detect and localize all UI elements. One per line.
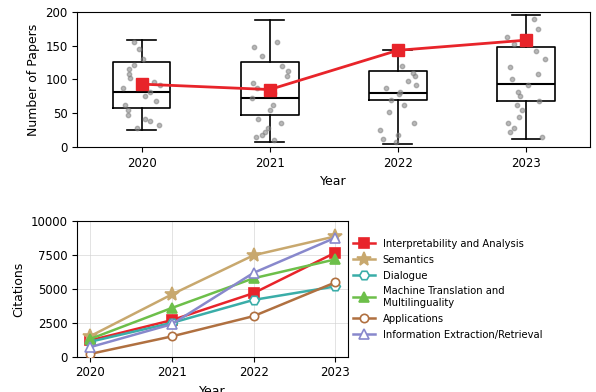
Point [516,93,525,100]
Point [252,84,262,91]
Point [123,107,133,113]
Point [540,56,550,62]
Point [129,39,138,45]
Point [125,66,134,73]
Point [151,98,160,104]
Point [529,15,539,22]
Point [502,34,512,41]
Point [155,82,164,88]
Y-axis label: Number of Papers: Number of Papers [27,23,40,136]
Point [510,125,519,131]
Point [134,46,144,52]
Point [129,62,139,68]
Point [513,102,522,108]
Point [154,122,164,129]
Point [517,107,526,113]
Point [269,137,279,143]
Point [276,120,285,127]
Point [408,69,418,76]
Point [395,89,405,95]
Point [532,48,541,54]
Point [394,91,403,98]
Point [507,76,517,83]
Point [409,120,418,127]
Point [253,116,263,122]
Point [505,129,515,135]
Point [504,120,513,127]
Point [260,129,269,135]
Point [138,56,147,62]
Point [533,25,543,32]
Point [250,44,259,50]
Point [391,138,401,145]
Point [393,132,402,138]
Point [399,102,409,108]
Point [538,134,547,140]
Point [272,39,281,45]
Point [120,102,129,108]
Point [141,93,150,100]
Point [257,53,267,59]
Point [533,71,542,77]
Point [534,98,544,104]
Point [248,80,257,86]
Point [268,102,278,108]
Point [247,95,257,102]
Point [283,68,293,74]
Point [265,107,275,113]
Point [397,63,406,69]
Point [403,78,413,84]
Point [513,89,522,95]
Legend: Interpretability and Analysis, Semantics, Dialogue, Machine Translation and
Mult: Interpretability and Analysis, Semantics… [349,234,547,344]
Point [410,73,420,79]
Point [141,116,150,122]
Point [145,89,154,95]
Point [126,75,135,81]
Point [375,127,384,133]
Point [119,84,128,91]
X-axis label: Year: Year [199,385,226,392]
Point [381,84,390,91]
Point [378,136,388,142]
Point [510,41,519,47]
Point [386,96,395,103]
Point [145,118,155,125]
Point [505,64,514,70]
X-axis label: Year: Year [321,175,347,188]
Point [263,125,273,131]
Point [257,132,266,138]
Point [384,109,393,115]
Point [125,71,134,77]
Y-axis label: Citations: Citations [12,261,25,317]
Point [269,90,278,96]
Point [123,111,133,118]
Point [150,79,159,85]
Point [282,73,291,79]
Point [251,134,260,140]
Point [411,82,421,88]
Point [514,113,524,120]
Point [523,82,532,88]
Point [277,63,286,69]
Point [132,125,141,131]
